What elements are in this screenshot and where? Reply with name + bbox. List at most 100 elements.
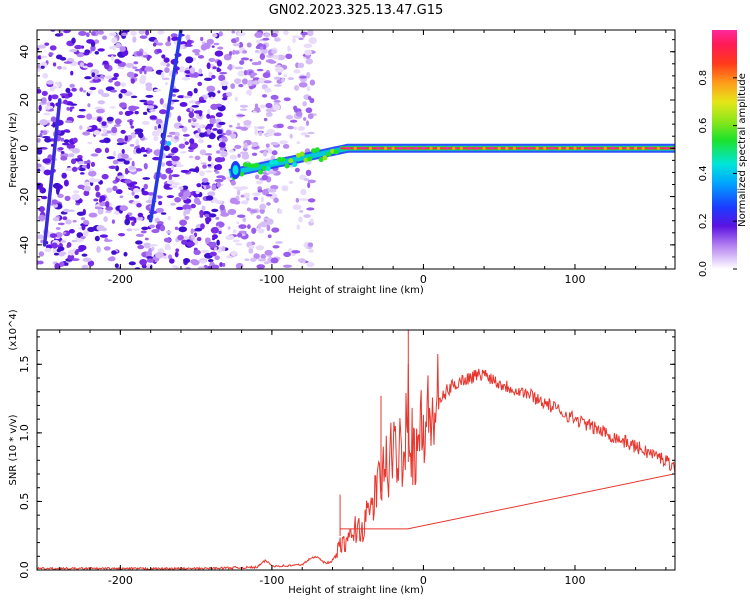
noise-cell [214,50,224,57]
noise-cell [185,34,191,41]
noise-cell [92,178,101,183]
noise-cell [234,66,244,70]
noise-cell [255,174,260,180]
noise-cell [188,118,192,123]
noise-cell [136,202,142,208]
noise-cell [187,90,193,97]
trace-peak [543,146,547,150]
noise-cell [298,216,303,223]
noise-cell [117,175,125,179]
trace-peak [656,146,660,150]
noise-cell [120,88,128,94]
noise-cell [160,173,167,180]
noise-cell [259,104,266,109]
noise-cell [230,133,237,140]
trace-peak [368,146,372,150]
noise-cell [207,164,212,167]
noise-cell [285,53,293,60]
noise-cell [274,84,282,87]
noise-cell [223,53,232,61]
noise-cell [52,217,60,222]
noise-cell [267,188,277,193]
noise-cell [273,197,279,203]
noise-cell [82,90,87,93]
noise-cell [308,37,317,44]
noise-cell [91,31,96,36]
noise-cell [154,125,158,131]
noise-cell [229,149,235,153]
noise-cell [199,259,207,264]
noise-cell [198,138,204,144]
noise-cell [59,261,65,267]
noise-cell [67,249,75,256]
noise-cell [171,155,180,162]
noise-cell [118,93,123,99]
noise-cell [110,55,114,61]
noise-cell [130,31,137,36]
noise-cell [124,218,131,226]
noise-cell [139,149,149,153]
noise-cell [132,66,138,70]
noise-cell [111,126,118,134]
trace-peak [376,146,380,150]
noise-cell [95,191,101,198]
noise-cell [112,185,118,192]
noise-cell [298,37,304,41]
noise-cell [184,215,190,220]
noise-cell [134,128,144,134]
noise-cell [236,221,240,225]
noise-cell [299,75,307,79]
snr-ytick-label-3: 1.5 [18,356,31,374]
noise-cell [114,60,122,64]
noise-cell [199,214,204,218]
noise-cell [197,81,203,87]
noise-cell [126,228,133,232]
noise-cell [38,147,48,150]
noise-cell [230,250,238,257]
noise-cell [86,62,94,68]
noise-cell [249,257,257,262]
noise-cell [289,133,293,139]
noise-cell [68,153,75,158]
noise-cell [304,49,312,56]
noise-cell [87,90,93,94]
noise-cell [163,145,170,152]
noise-cell [56,188,60,195]
noise-cell [183,137,187,141]
noise-cell [136,51,144,57]
noise-cell [146,256,153,260]
noise-cell [145,85,153,92]
noise-cell [49,233,58,238]
noise-cell [72,219,77,223]
trace-peak [580,146,585,150]
trace-blob [295,152,301,158]
noise-cell [166,134,173,138]
noise-cell [91,72,96,78]
noise-cell [220,80,229,87]
noise-cell [293,126,298,131]
noise-cell [66,242,72,248]
noise-cell [71,166,78,172]
noise-cell [83,222,90,225]
noise-cell [216,239,220,246]
noise-cell [164,243,171,250]
snr-x-ticks: -200 -100 0 100 [59,330,667,587]
noise-cell [255,245,265,251]
colorbar-gradient [712,30,737,269]
noise-cell [258,131,263,137]
noise-cell [161,162,166,167]
noise-cell [206,62,211,70]
noise-cell [112,150,117,157]
noise-cell [104,147,110,154]
noise-cell [220,212,230,217]
noise-cell [86,129,95,132]
trace-peak [626,146,630,150]
noise-cell [59,32,64,37]
noise-cell [288,180,294,184]
snr-panel: -200 -100 0 100 0.0 0.5 1.0 1.5 Height of stra… [8,309,676,596]
noise-cell [46,80,54,85]
noise-cell [122,30,130,33]
snr-xtick-label-0: -200 [108,574,133,587]
trace-blob [330,148,336,154]
trace-blob [269,159,275,165]
